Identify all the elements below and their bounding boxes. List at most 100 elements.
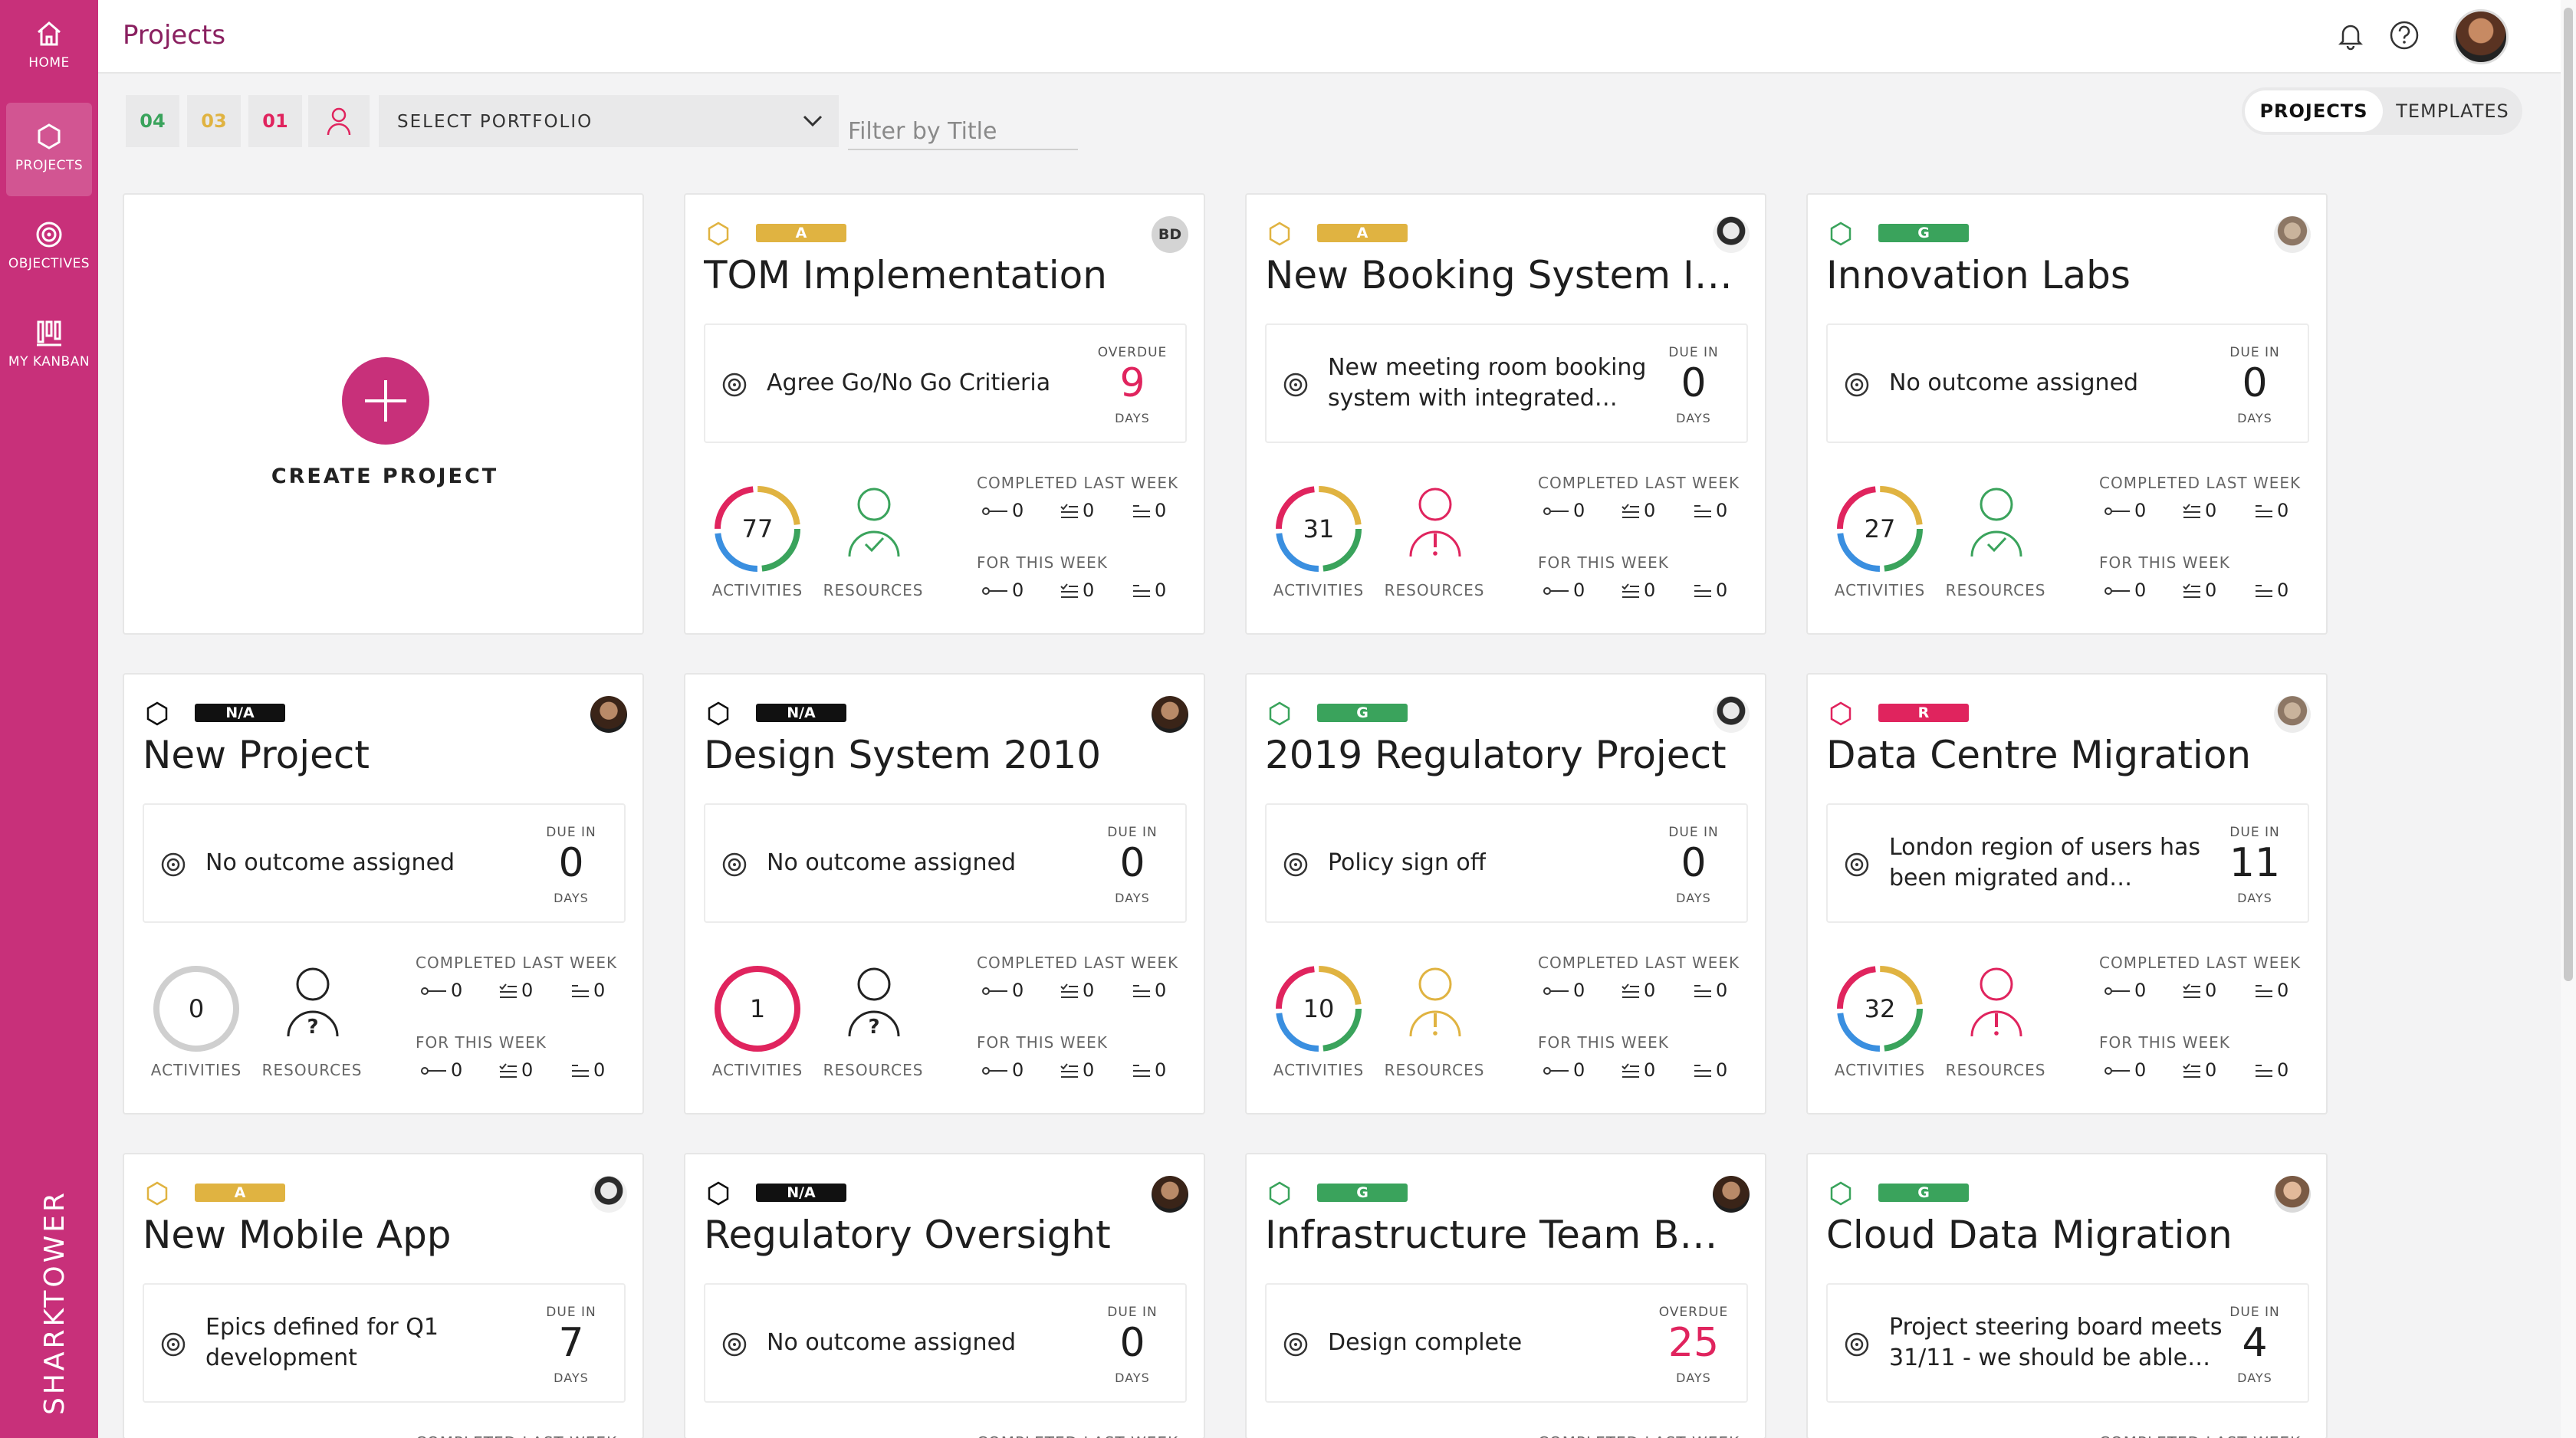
outcome-text-value: No outcome assigned [767, 849, 1017, 876]
outcome-box[interactable]: London region of users has been migrated… [1826, 803, 2309, 923]
last-week-stat: 0 [1132, 980, 1166, 1001]
project-card[interactable]: A BD TOM Implementation Agree Go/No Go Crit… [684, 193, 1205, 635]
owner-avatar[interactable] [2274, 696, 2311, 733]
activity-count[interactable]: 0 [188, 994, 205, 1023]
activities-label: ACTIVITIES [1834, 581, 1926, 599]
project-title[interactable]: TOM Implementation [704, 253, 1107, 297]
owner-avatar[interactable] [1713, 1176, 1750, 1213]
filter-title-input[interactable] [848, 113, 1078, 150]
outcome-box[interactable]: No outcome assigned DUE IN 0 DAYS [143, 803, 626, 923]
owner-avatar[interactable] [590, 696, 627, 733]
outcome-box[interactable]: No outcome assigned DUE IN 0 DAYS [704, 803, 1187, 923]
toggle-templates[interactable]: TEMPLATES [2396, 100, 2509, 122]
activities-label: ACTIVITIES [1273, 1061, 1365, 1079]
scrollbar-thumb[interactable] [2564, 8, 2573, 981]
project-title[interactable]: 2019 Regulatory Project [1265, 733, 1727, 777]
project-card[interactable]: N/A Design System 2010 No outcome assigned… [684, 673, 1205, 1115]
activity-count[interactable]: 10 [1303, 994, 1335, 1023]
help-icon[interactable] [2387, 18, 2421, 52]
activity-count[interactable]: 1 [749, 994, 766, 1023]
activity-count[interactable]: 27 [1864, 514, 1896, 543]
nav-projects[interactable]: PROJECTS [6, 103, 92, 196]
stat-value: 0 [593, 980, 606, 1001]
project-title[interactable]: New Booking System Im... [1265, 253, 1740, 297]
owner-avatar[interactable] [2274, 216, 2311, 253]
my-projects-filter[interactable] [308, 95, 370, 147]
due-days-count: 9 [1119, 360, 1145, 406]
owner-avatar[interactable] [1152, 696, 1188, 733]
bell-icon[interactable] [2334, 18, 2367, 52]
outcome-text: No outcome assigned [767, 1285, 1104, 1401]
project-card[interactable]: G Infrastructure Team Bac... Design comple… [1245, 1153, 1766, 1438]
outcome-box[interactable]: Project steering board meets 31/11 - we … [1826, 1283, 2309, 1403]
project-card[interactable]: N/A New Project No outcome assigned DUE IN 0… [123, 673, 644, 1115]
project-card[interactable]: A New Mobile App Epics defined for Q1 deve… [123, 1153, 644, 1438]
project-card[interactable]: R Data Centre Migration London region of u… [1806, 673, 2328, 1115]
owner-avatar[interactable] [2274, 1176, 2311, 1213]
outcome-text: Project steering board meets 31/11 - we … [1889, 1285, 2226, 1401]
project-title[interactable]: Regulatory Oversight [704, 1213, 1111, 1257]
stat-value: 0 [2205, 500, 2217, 521]
create-project-card[interactable]: CREATE PROJECT [123, 193, 644, 635]
rag-filter-green[interactable]: 04 [126, 95, 179, 147]
due-label: DUE IN [1107, 825, 1158, 840]
outcome-box[interactable]: New meeting room booking system with int… [1265, 323, 1748, 443]
dependency-icon [1543, 587, 1569, 595]
project-hexagon-icon [708, 701, 729, 726]
nav-my-kanban[interactable]: MY KANBAN [0, 299, 98, 392]
nav-home[interactable]: HOME [0, 0, 98, 94]
outcome-box[interactable]: No outcome assigned DUE IN 0 DAYS [704, 1283, 1187, 1403]
project-title[interactable]: Innovation Labs [1826, 253, 2131, 297]
checklist-icon [1694, 585, 1711, 597]
project-card[interactable]: N/A Regulatory Oversight No outcome assign… [684, 1153, 1205, 1438]
outcome-box[interactable]: Agree Go/No Go Critieria OVERDUE 9 DAYS [704, 323, 1187, 443]
outcome-box[interactable]: Design complete OVERDUE 25 DAYS [1265, 1283, 1748, 1403]
activity-count[interactable]: 32 [1864, 994, 1896, 1023]
project-title[interactable]: Cloud Data Migration [1826, 1213, 2233, 1257]
plus-icon[interactable] [342, 357, 429, 445]
rag-filter-red[interactable]: 01 [248, 95, 302, 147]
checklist-icon [572, 1065, 589, 1077]
project-title[interactable]: New Project [143, 733, 370, 777]
project-hexagon-icon [708, 1181, 729, 1206]
task-list-icon [2183, 1063, 2200, 1078]
project-card[interactable]: G Innovation Labs No outcome assigned DUE I… [1806, 193, 2328, 635]
days-label: DAYS [554, 891, 589, 905]
stat-value: 0 [2205, 980, 2217, 1001]
last-week-stat: 0 [1621, 500, 1655, 521]
owner-avatar[interactable]: BD [1152, 216, 1188, 253]
project-title[interactable]: Data Centre Migration [1826, 733, 2252, 777]
activity-count[interactable]: 31 [1303, 514, 1335, 543]
stat-value: 0 [1155, 980, 1167, 1001]
project-card[interactable]: G Cloud Data Migration Project steering bo… [1806, 1153, 2328, 1438]
stat-value: 0 [1573, 1059, 1585, 1081]
days-label: DAYS [1676, 411, 1711, 425]
this-week-stat: 0 [2254, 579, 2288, 601]
owner-avatar[interactable] [1713, 696, 1750, 733]
toggle-projects[interactable]: PROJECTS [2245, 90, 2383, 132]
portfolio-select[interactable]: SELECT PORTFOLIO [379, 95, 839, 147]
scrollbar[interactable] [2561, 0, 2576, 1438]
stat-value: 0 [2205, 1059, 2217, 1081]
owner-avatar[interactable] [1713, 216, 1750, 253]
outcome-box[interactable]: No outcome assigned DUE IN 0 DAYS [1826, 323, 2309, 443]
outcome-box[interactable]: Epics defined for Q1 development DUE IN 7 D… [143, 1283, 626, 1403]
rag-filter-amber[interactable]: 03 [187, 95, 241, 147]
completed-last-week-label: COMPLETED LAST WEEK [1538, 1433, 1740, 1438]
nav-objectives[interactable]: OBJECTIVES [0, 201, 98, 294]
project-title[interactable]: New Mobile App [143, 1213, 452, 1257]
outcome-box[interactable]: Policy sign off DUE IN 0 DAYS [1265, 803, 1748, 923]
dependency-icon [2104, 587, 2130, 595]
owner-avatar[interactable] [590, 1176, 627, 1213]
project-title[interactable]: Design System 2010 [704, 733, 1102, 777]
user-avatar[interactable] [2453, 9, 2509, 64]
activity-count[interactable]: 77 [741, 514, 774, 543]
owner-avatar[interactable] [1152, 1176, 1188, 1213]
project-card[interactable]: G 2019 Regulatory Project Policy sign off D… [1245, 673, 1766, 1115]
project-title[interactable]: Infrastructure Team Bac... [1265, 1213, 1740, 1257]
nav-my-kanban-label: MY KANBAN [8, 354, 90, 369]
outcome-text: Policy sign off [1328, 805, 1665, 921]
project-card[interactable]: A New Booking System Im... New meeting roo… [1245, 193, 1766, 635]
last-week-stat: 0 [2254, 500, 2288, 521]
outcome-text-value: No outcome assigned [205, 849, 455, 876]
